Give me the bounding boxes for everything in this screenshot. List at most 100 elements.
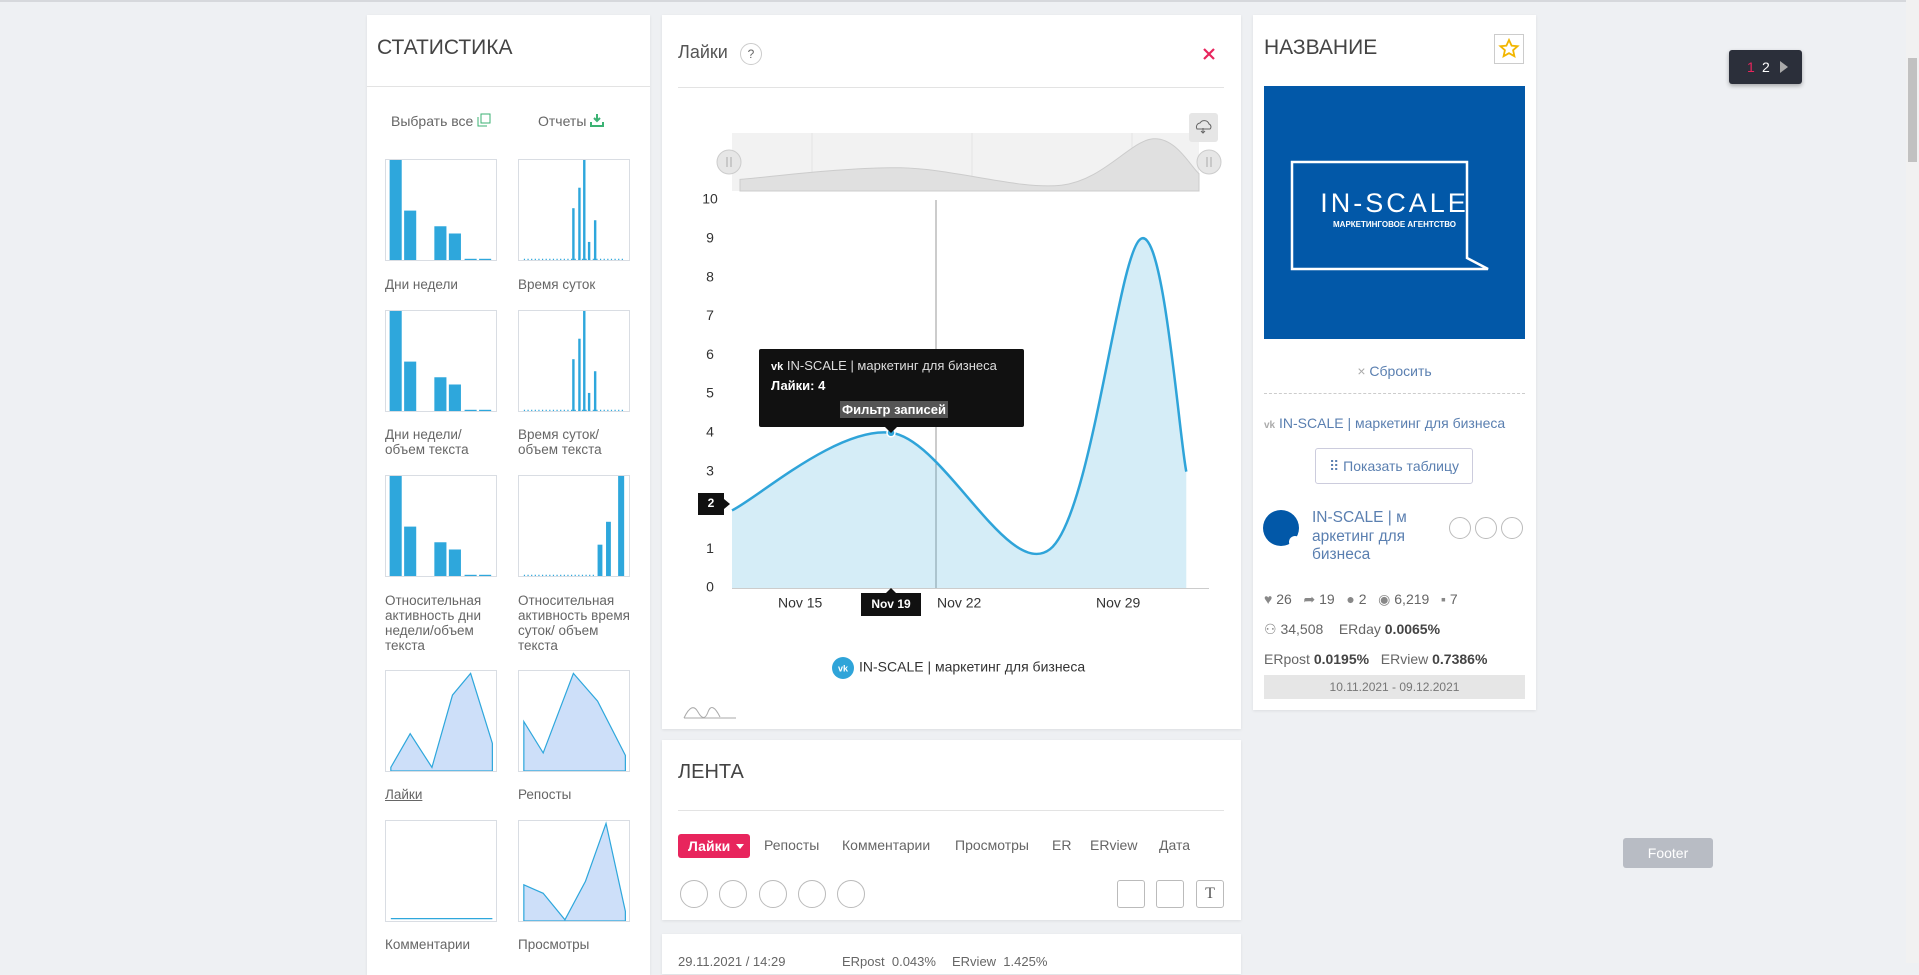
show-table[interactable]: ⠿ Показать таблицу <box>1315 448 1473 484</box>
line <box>731 237 1188 556</box>
erview-label: ERview <box>1380 651 1429 667</box>
thumbnail-graphic <box>523 160 626 260</box>
thumbnail[interactable] <box>385 475 497 577</box>
divider <box>678 810 1224 811</box>
thumbnail-label: Время суток <box>518 277 596 292</box>
thumbnail-label: Просмотры <box>518 937 590 952</box>
thumbnail[interactable] <box>385 159 497 261</box>
area <box>732 238 1187 589</box>
thumbnail-label: Время суток/ объем текста <box>518 427 602 457</box>
tooltip: vk IN-SCALE | маркетинг для бизнеса Лайк… <box>759 348 1024 433</box>
photo-filter[interactable] <box>719 880 747 908</box>
reports[interactable]: Отчеты <box>538 113 605 129</box>
feed-tab[interactable]: Репосты <box>764 837 820 853</box>
favorite-button[interactable] <box>1494 34 1524 64</box>
select-all-text: Выбрать все <box>391 113 474 129</box>
feed-tab[interactable]: Просмотры <box>955 837 1029 853</box>
feed-tab[interactable]: ERview <box>1090 837 1138 853</box>
handle-grip <box>726 157 732 167</box>
thumbnail[interactable] <box>518 670 630 772</box>
download-button[interactable] <box>1501 517 1523 539</box>
erview: 0.7386% <box>1432 651 1488 667</box>
thumbnail[interactable] <box>518 310 630 412</box>
legend-label[interactable]: IN-SCALE | маркетинг для бизнеса <box>859 659 1085 675</box>
erpost-label: ERpost <box>1264 651 1310 667</box>
page-2[interactable]: 2 <box>1762 59 1770 75</box>
feed-tab[interactable]: ER <box>1052 837 1072 853</box>
calendar-button[interactable] <box>1117 880 1145 908</box>
footer-button[interactable]: Footer <box>1623 838 1713 868</box>
thumbnail-label: Дни недели <box>385 277 458 292</box>
navigator-handle <box>716 149 742 175</box>
thumbnail[interactable] <box>385 310 497 412</box>
stats-row: ⚇ 34,508 ERday 0.0065% <box>1264 621 1441 637</box>
thumbnail[interactable] <box>518 159 630 261</box>
edit-filter[interactable] <box>680 880 708 908</box>
dropdown-caret <box>736 844 745 849</box>
thumbnail-graphic <box>523 672 626 772</box>
thumbnail-graphic <box>390 672 493 772</box>
group-logo: IN-SCALE МАРКЕТИНГОВОЕ АГЕНТСТВО <box>1264 86 1525 339</box>
erday: 0.0065% <box>1384 621 1441 637</box>
reports-text: Отчеты <box>538 113 587 129</box>
navigator-area <box>739 138 1200 192</box>
thumbnail-graphic <box>523 821 626 922</box>
search-filter[interactable] <box>837 880 865 908</box>
text-button[interactable]: T <box>1196 880 1224 908</box>
scrollbar <box>1906 0 1919 963</box>
thumbnail-graphic <box>389 476 492 576</box>
link-filter[interactable] <box>759 880 787 908</box>
feed-tab[interactable]: Дата <box>1159 837 1191 853</box>
thumbnail-graphic <box>389 311 492 411</box>
navigator-handle <box>1196 149 1222 175</box>
group-name[interactable]: IN-SCALE | маркетинг для бизнеса <box>1312 509 1407 563</box>
y-tick-label: 9 <box>706 230 714 246</box>
user-button[interactable] <box>1156 880 1184 908</box>
thumbnail[interactable] <box>385 820 497 922</box>
thumbnail[interactable] <box>385 670 497 772</box>
feed-panel: ЛЕНТА Лайки Репосты Комментарии Просмотры ER… <box>662 740 1241 920</box>
stats-row: ERpost 0.0195% ERview 0.7386% <box>1264 651 1487 667</box>
help-button[interactable]: ? <box>740 43 762 65</box>
y-tick-label: 7 <box>706 307 714 323</box>
select-all[interactable]: Выбрать все <box>391 113 491 129</box>
export-icon <box>1195 120 1212 134</box>
export-button[interactable] <box>1189 113 1218 142</box>
y-tick-label: 8 <box>706 268 714 284</box>
next-arrow[interactable] <box>1779 60 1789 74</box>
stats-panel: СТАТИСТИКА Выбрать все Отчеты Дни недели… <box>367 15 650 975</box>
feed-tab[interactable]: Комментарии <box>842 837 931 853</box>
divider <box>367 86 650 87</box>
remove-button[interactable] <box>1449 517 1471 539</box>
view-button[interactable] <box>1475 517 1497 539</box>
chart-panel: Лайки ? 0 1 2 3 4 5 6 7 8 9 10 Nov 15 Nov 22 Nov 29 vk… <box>662 15 1241 729</box>
thumbnail-label: Репосты <box>518 787 572 802</box>
legend-icon <box>832 657 854 679</box>
avatar <box>1263 510 1301 548</box>
thumbnail-graphic <box>389 160 492 260</box>
x-tick-label: Nov 22 <box>937 595 982 611</box>
thumbnail[interactable] <box>518 475 630 577</box>
tooltip-arrow <box>885 426 897 433</box>
x-crosshair-label: Nov 19 <box>871 597 911 611</box>
thumbnail-label: Относительная активность время суток/ об… <box>518 593 630 653</box>
y-tick-label: 4 <box>706 424 714 440</box>
y-crosshair-arrow <box>724 499 730 509</box>
y-crosshair-box <box>698 493 724 515</box>
comments: 2 <box>1358 591 1367 607</box>
video-filter[interactable] <box>798 880 826 908</box>
close-button[interactable] <box>1202 47 1216 61</box>
feed-tab[interactable]: Лайки <box>678 834 751 858</box>
reset[interactable]: × Сбросить <box>1357 363 1432 379</box>
panel-title: СТАТИСТИКА <box>377 36 513 59</box>
page-1[interactable]: 1 <box>1747 59 1755 75</box>
post-erpost: ERpost 0.043% <box>842 954 936 969</box>
filter-button[interactable]: Фильтр записей <box>840 400 948 418</box>
thumbnail[interactable] <box>518 820 630 922</box>
thumbnail-label: Дни недели/ объем текста <box>385 427 469 457</box>
scrollbar-thumb[interactable] <box>1908 58 1917 162</box>
thumbnail-graphic <box>523 476 625 576</box>
group-link[interactable]: vk IN-SCALE | маркетинг для бизнеса <box>1264 415 1506 431</box>
